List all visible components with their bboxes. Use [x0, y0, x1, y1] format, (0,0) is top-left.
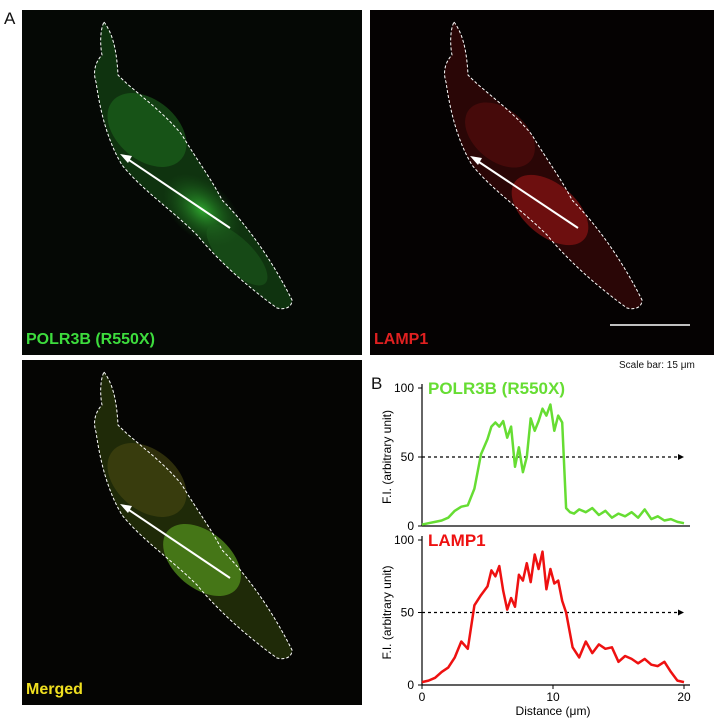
y-tick-label: 0 [407, 678, 414, 692]
x-axis-label-1: Distance (μm) [516, 704, 591, 718]
y-tick-label: 50 [401, 606, 415, 620]
reference-arrowhead [678, 609, 684, 616]
red-channel-label: LAMP1 [374, 331, 429, 348]
x-tick-label: 10 [546, 690, 560, 704]
green-channel-image: POLR3B (R550X) [22, 10, 362, 355]
x-tick-label: 20 [677, 690, 691, 704]
x-tick-label: 0 [419, 690, 426, 704]
green-channel-label: POLR3B (R550X) [26, 331, 155, 348]
red-channel-image: LAMP1 [370, 10, 714, 355]
red-cell-figure [444, 21, 690, 326]
y-tick-label: 50 [401, 450, 415, 464]
y-tick-label: 0 [407, 519, 414, 533]
plot-title-1: LAMP1 [428, 531, 486, 550]
y-tick-label: 100 [394, 533, 414, 547]
merged-image: Merged [22, 360, 362, 705]
profile-line-1 [421, 550, 685, 684]
profile-line-0 [421, 403, 685, 526]
plot-title-0: POLR3B (R550X) [428, 379, 565, 398]
reference-arrowhead [678, 454, 684, 460]
merged-cell-figure [94, 371, 293, 660]
y-axis-label-1: F.I. (arbitrary unit) [380, 565, 394, 659]
y-axis-label-0: F.I. (arbitrary unit) [380, 410, 394, 504]
panel-label-b: B [371, 374, 383, 393]
scale-bar-caption: Scale bar: 15 μm [619, 360, 695, 371]
green-cell-figure [94, 21, 293, 310]
merged-label: Merged [26, 681, 83, 698]
panel-label-a: A [4, 9, 16, 28]
y-tick-label: 100 [394, 381, 414, 395]
